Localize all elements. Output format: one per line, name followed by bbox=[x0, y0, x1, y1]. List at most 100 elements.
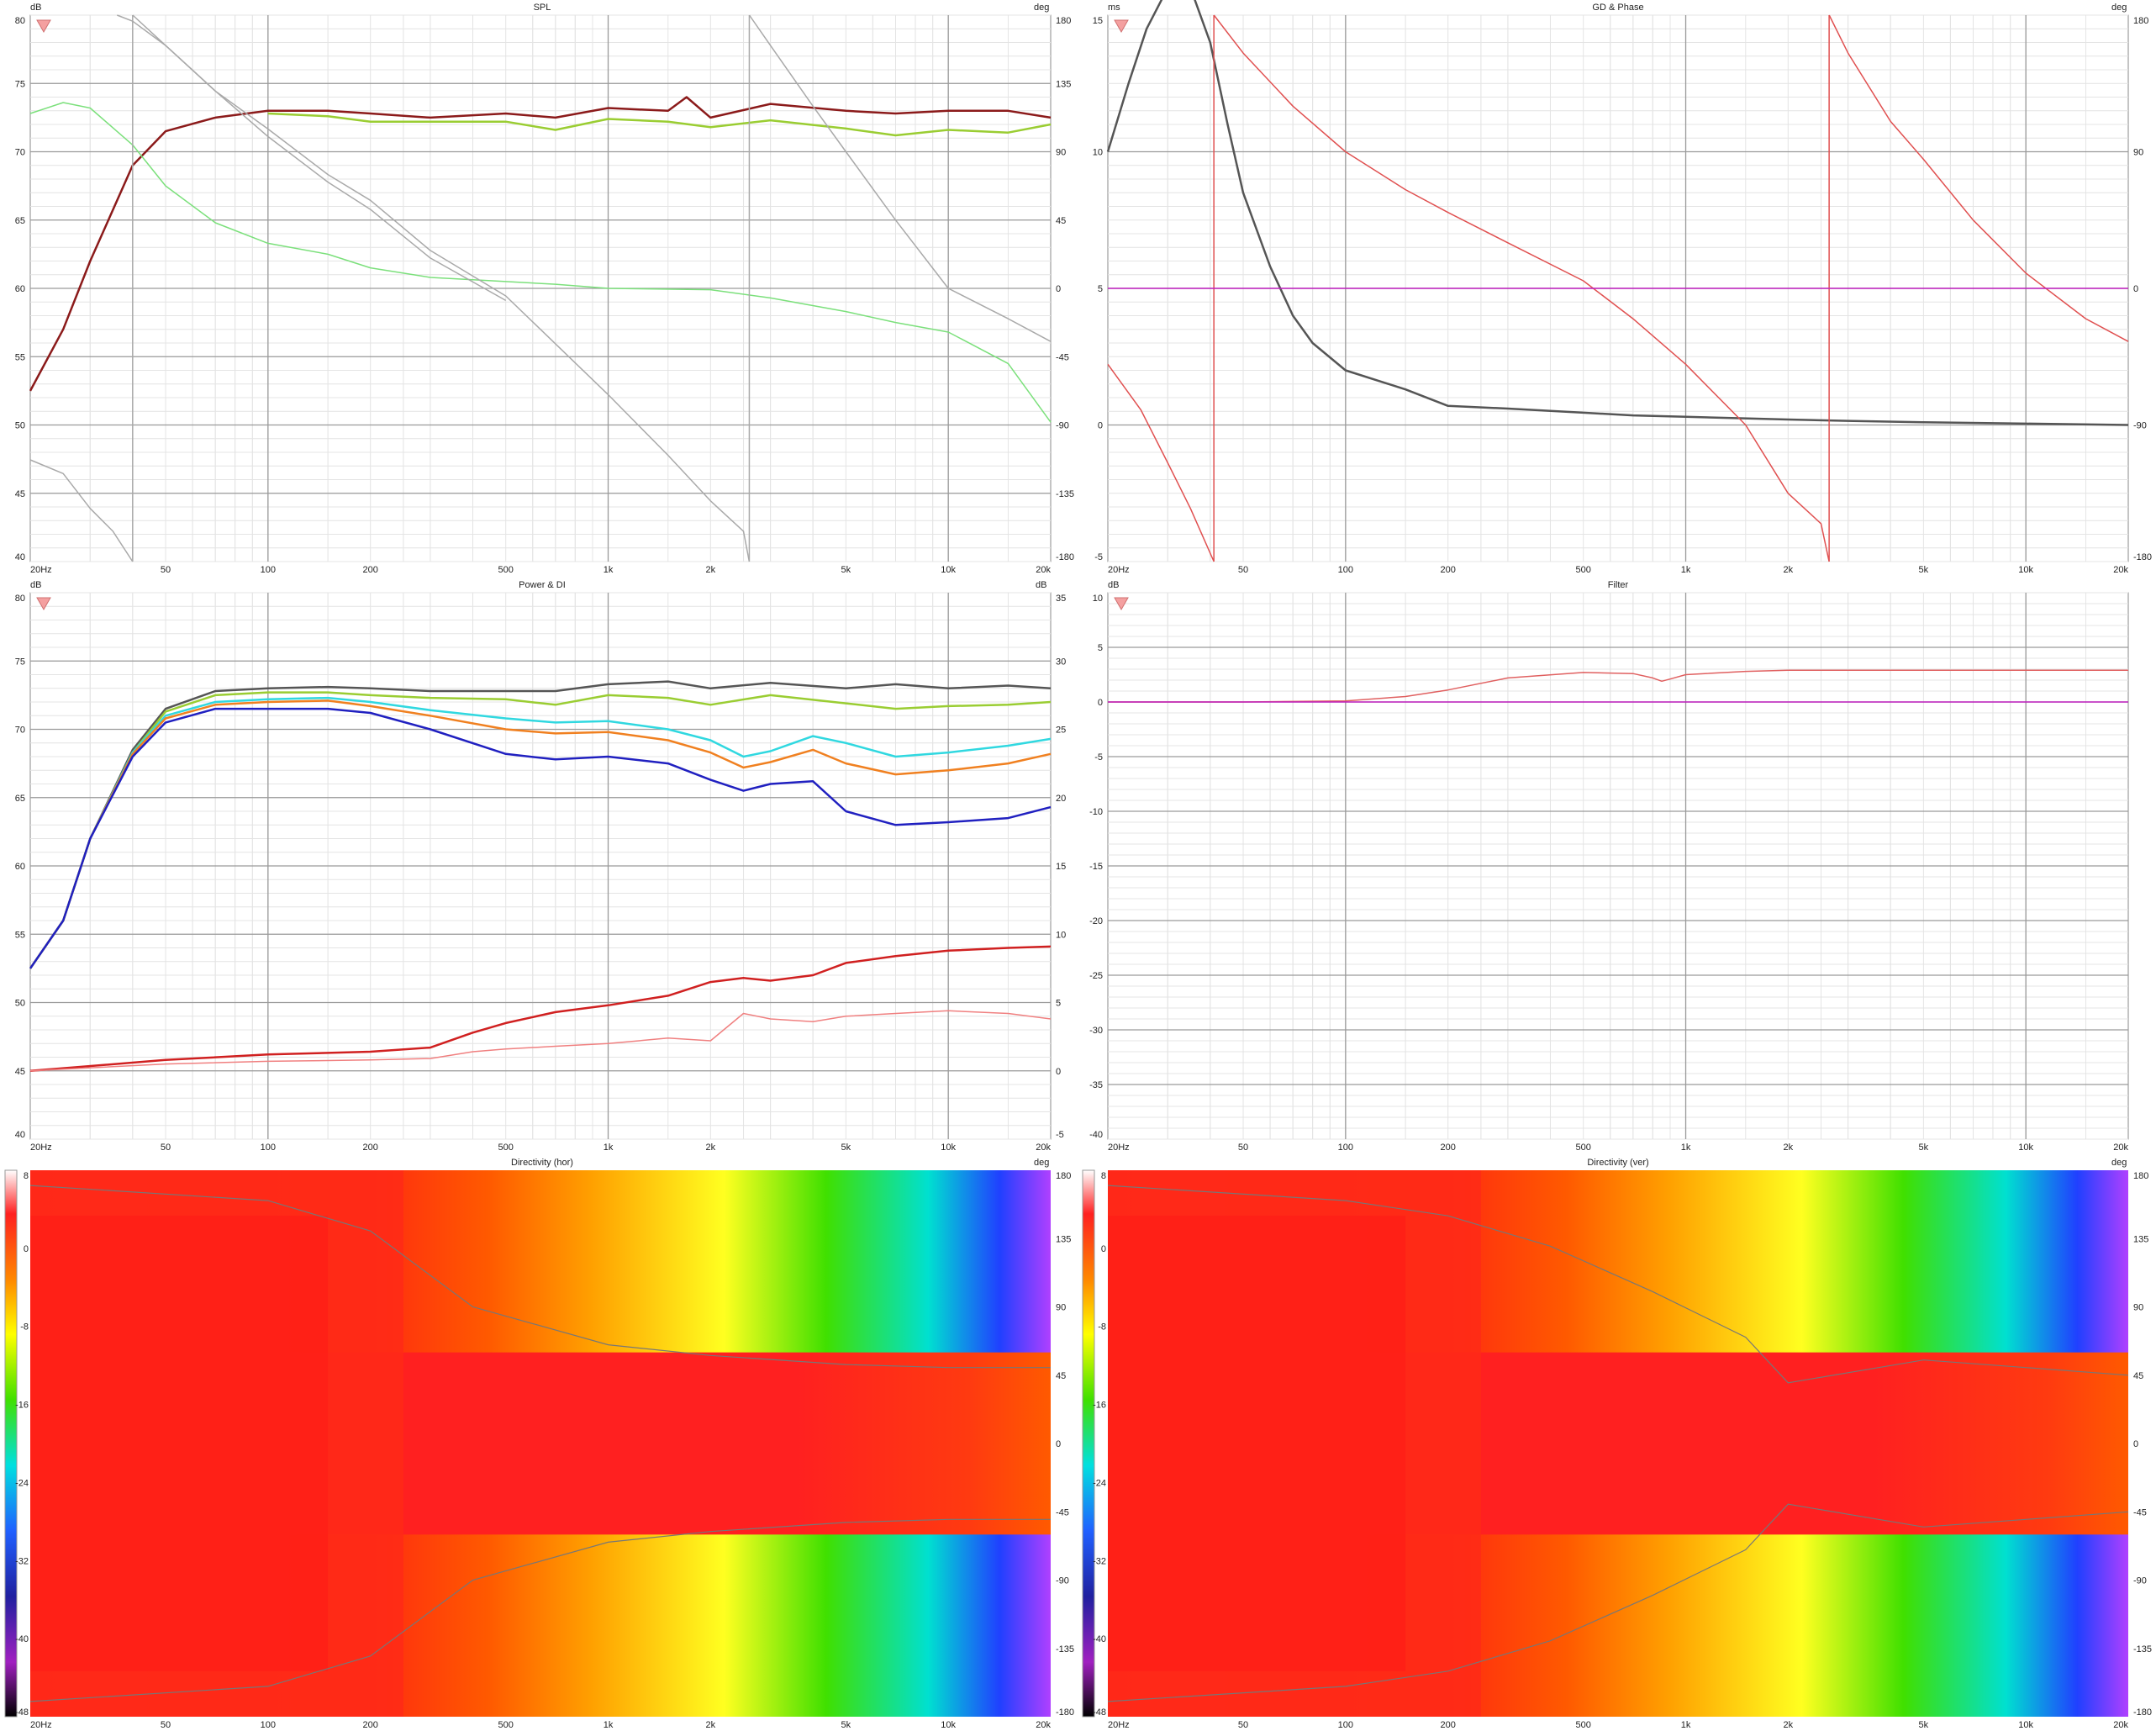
dir-h-title: Directivity (hor) bbox=[511, 1158, 573, 1168]
axis-tick-label: 90 bbox=[2133, 148, 2143, 158]
scale-tick-label: -24 bbox=[15, 1478, 29, 1488]
axis-tick-label: 90 bbox=[1056, 148, 1066, 158]
axis-tick-label: 45 bbox=[15, 489, 25, 499]
filter-left-unit: dB bbox=[1108, 580, 1119, 590]
axis-tick-label: 135 bbox=[1056, 79, 1071, 89]
power-left-unit: dB bbox=[30, 580, 41, 590]
series-line-gd_gray bbox=[29, 680, 1052, 969]
axis-tick-label: -35 bbox=[1089, 1080, 1103, 1090]
freq-tick-label: 50 bbox=[1238, 565, 1248, 575]
freq-tick-label: 1k bbox=[1681, 1720, 1691, 1730]
freq-tick-label: 20Hz bbox=[30, 565, 52, 575]
spl-panel: 20Hz 50 100 200 500 1k 2k 5k 10k 20k8075706560555… bbox=[15, 14, 1074, 575]
axis-tick-label: 180 bbox=[2133, 16, 2148, 26]
axis-tick-label: 15 bbox=[1093, 16, 1103, 26]
series-line-di_sp bbox=[29, 945, 1052, 1073]
freq-tick-label: 5k bbox=[1919, 1143, 1929, 1153]
scale-tick-label: 0 bbox=[1101, 1244, 1106, 1254]
freq-tick-label: 2k bbox=[706, 1720, 716, 1730]
scale-tick-label: -40 bbox=[1093, 1634, 1106, 1644]
freq-tick-label: 2k bbox=[706, 565, 716, 575]
dir-v-title: Directivity (ver) bbox=[1587, 1158, 1648, 1168]
axis-tick-label: 50 bbox=[15, 999, 25, 1009]
axis-tick-label: 0 bbox=[1056, 1439, 1061, 1449]
axis-tick-label: -180 bbox=[2133, 552, 2152, 562]
freq-tick-label: 1k bbox=[604, 565, 614, 575]
gd-phase-panel: 20Hz 50 100 200 500 1k 2k 5k 10k 20k151050-518090… bbox=[1093, 0, 2152, 575]
axis-tick-label: 45 bbox=[2133, 1371, 2143, 1381]
freq-tick-label: 20Hz bbox=[30, 1720, 52, 1730]
freq-tick-label: 1k bbox=[1681, 1143, 1691, 1153]
freq-tick-label: 500 bbox=[1576, 565, 1591, 575]
freq-tick-label: 20Hz bbox=[1108, 565, 1130, 575]
series-line-listening_window bbox=[267, 112, 1052, 137]
freq-tick-label: 10k bbox=[2018, 565, 2033, 575]
axis-tick-label: -90 bbox=[1056, 1576, 1069, 1586]
freq-tick-label: 10k bbox=[2018, 1143, 2033, 1153]
scale-tick-label: -40 bbox=[15, 1634, 29, 1644]
scale-tick-label: -32 bbox=[1093, 1556, 1106, 1566]
logo-shape bbox=[1114, 597, 1129, 611]
scale-tick-label: -8 bbox=[20, 1322, 29, 1333]
freq-tick-label: 2k bbox=[1784, 1143, 1794, 1153]
logo-shape bbox=[1114, 19, 1129, 34]
freq-tick-label: 100 bbox=[1338, 565, 1353, 575]
freq-tick-label: 10k bbox=[941, 565, 956, 575]
heatmap-lowfreq-core bbox=[30, 1216, 329, 1671]
axis-tick-label: 25 bbox=[1056, 726, 1066, 736]
axis-tick-label: 75 bbox=[15, 79, 25, 89]
axis-tick-label: -5 bbox=[1094, 752, 1103, 763]
axis-tick-label: 55 bbox=[15, 352, 25, 362]
axis-tick-label: -5 bbox=[1056, 1130, 1064, 1140]
freq-tick-label: 2k bbox=[1784, 565, 1794, 575]
axis-tick-label: 135 bbox=[1056, 1234, 1071, 1244]
heatmap-lowfreq-core bbox=[1108, 1216, 1406, 1671]
power-di-panel: 20Hz 50 100 200 500 1k 2k 5k 10k 20k8075706560555… bbox=[15, 592, 1066, 1153]
logo-shape bbox=[36, 19, 51, 34]
power-title: Power & DI bbox=[519, 580, 566, 590]
axis-tick-label: 0 bbox=[1056, 1067, 1061, 1077]
axis-tick-label: 75 bbox=[15, 657, 25, 667]
axis-tick-label: -30 bbox=[1089, 1026, 1103, 1036]
scale-tick-label: -32 bbox=[15, 1556, 29, 1566]
axis-tick-label: -180 bbox=[1056, 552, 1074, 562]
axis-tick-label: -40 bbox=[1089, 1130, 1103, 1140]
freq-tick-label: 100 bbox=[1338, 1143, 1353, 1153]
directivity-hor-panel: 20Hz 50 100 200 500 1k 2k 5k 10k 20k 8 0 -8 -16 -24 -32… bbox=[4, 1169, 1074, 1730]
freq-tick-label: 50 bbox=[161, 565, 171, 575]
series-line-phase_gray bbox=[117, 14, 507, 302]
freq-tick-label: 500 bbox=[498, 1720, 514, 1730]
axis-tick-label: 60 bbox=[15, 284, 25, 294]
axis-tick-label: 45 bbox=[15, 1067, 25, 1077]
beamwidth-contour bbox=[29, 1518, 1051, 1702]
axis-tick-label: 180 bbox=[2133, 1171, 2148, 1181]
freq-tick-label: 2k bbox=[1784, 1720, 1794, 1730]
freq-tick-label: 100 bbox=[1338, 1720, 1353, 1730]
freq-tick-label: 200 bbox=[1440, 565, 1455, 575]
axis-tick-label: -10 bbox=[1089, 807, 1103, 817]
freq-tick-label: 50 bbox=[161, 1143, 171, 1153]
scale-tick-label: -16 bbox=[15, 1401, 29, 1411]
freq-tick-label: 5k bbox=[1919, 565, 1929, 575]
scale-tick-label: 0 bbox=[24, 1244, 29, 1254]
color-scale-bar bbox=[4, 1169, 18, 1718]
logo-icon bbox=[1114, 19, 1129, 34]
series-line-gd_gray bbox=[1106, 0, 2129, 426]
gd-right-unit: deg bbox=[2111, 3, 2127, 13]
axis-tick-label: -5 bbox=[1094, 552, 1103, 562]
freq-tick-label: 1k bbox=[1681, 565, 1691, 575]
axis-tick-label: 35 bbox=[1056, 594, 1066, 604]
axis-tick-label: -90 bbox=[2133, 1576, 2147, 1586]
freq-tick-label: 5k bbox=[841, 565, 851, 575]
axis-tick-label: -20 bbox=[1089, 916, 1103, 926]
freq-tick-label: 500 bbox=[498, 565, 514, 575]
spl-left-unit: dB bbox=[30, 3, 41, 13]
axis-tick-label: 80 bbox=[15, 594, 25, 604]
freq-tick-label: 10k bbox=[941, 1143, 956, 1153]
axis-tick-label: 135 bbox=[2133, 1234, 2148, 1244]
axis-tick-label: 55 bbox=[15, 930, 25, 940]
scale-tick-label: 8 bbox=[24, 1171, 29, 1181]
axis-tick-label: 10 bbox=[1093, 594, 1103, 604]
freq-tick-label: 5k bbox=[841, 1143, 851, 1153]
